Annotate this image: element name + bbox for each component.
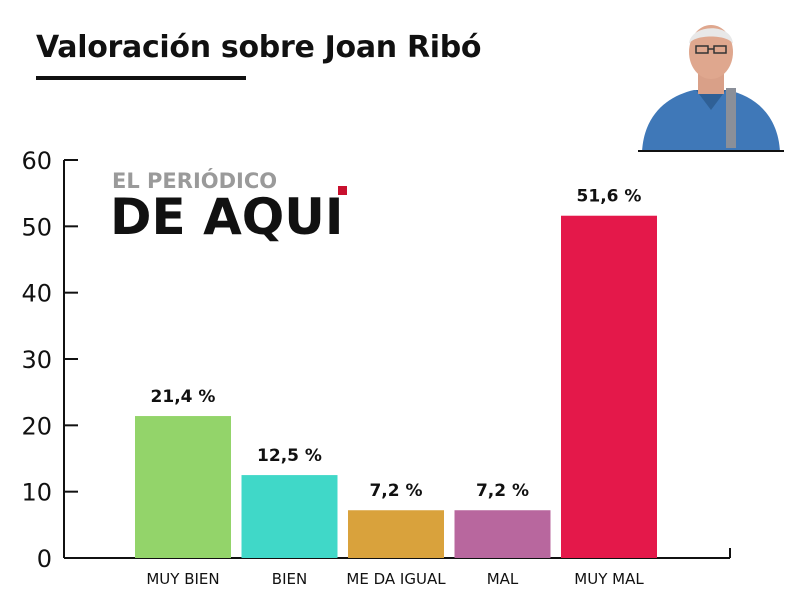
y-tick-label: 60 [21, 147, 52, 175]
category-label: BIEN [272, 570, 307, 588]
y-tick-label: 20 [21, 412, 52, 440]
category-label: MUY MAL [574, 570, 644, 588]
data-label: 7,2 % [369, 481, 422, 501]
bar [348, 510, 444, 558]
y-tick-label: 40 [21, 280, 52, 308]
data-label: 21,4 % [151, 387, 216, 407]
title-underline [36, 76, 246, 80]
logo-line1: EL PERIÓDICO [112, 168, 277, 193]
bar [561, 215, 657, 558]
data-label: 7,2 % [476, 481, 529, 501]
logo-accent-square [338, 186, 347, 195]
logo-line2: DE AQUI [110, 188, 343, 246]
category-label: MUY BIEN [146, 570, 219, 588]
category-label: MAL [487, 570, 519, 588]
category-label: ME DA IGUAL [346, 570, 446, 588]
person-photo [638, 14, 784, 152]
y-tick-label: 0 [37, 545, 52, 573]
data-label: 12,5 % [257, 446, 322, 466]
y-tick-label: 10 [21, 479, 52, 507]
newspaper-logo: EL PERIÓDICO DE AQUI [110, 168, 347, 246]
chart-title: Valoración sobre Joan Ribó [36, 30, 482, 65]
bar [241, 475, 338, 558]
bar [135, 416, 231, 558]
data-label: 51,6 % [577, 187, 642, 207]
y-tick-label: 50 [21, 213, 52, 241]
y-tick-label: 30 [21, 346, 52, 374]
bar [454, 510, 551, 558]
